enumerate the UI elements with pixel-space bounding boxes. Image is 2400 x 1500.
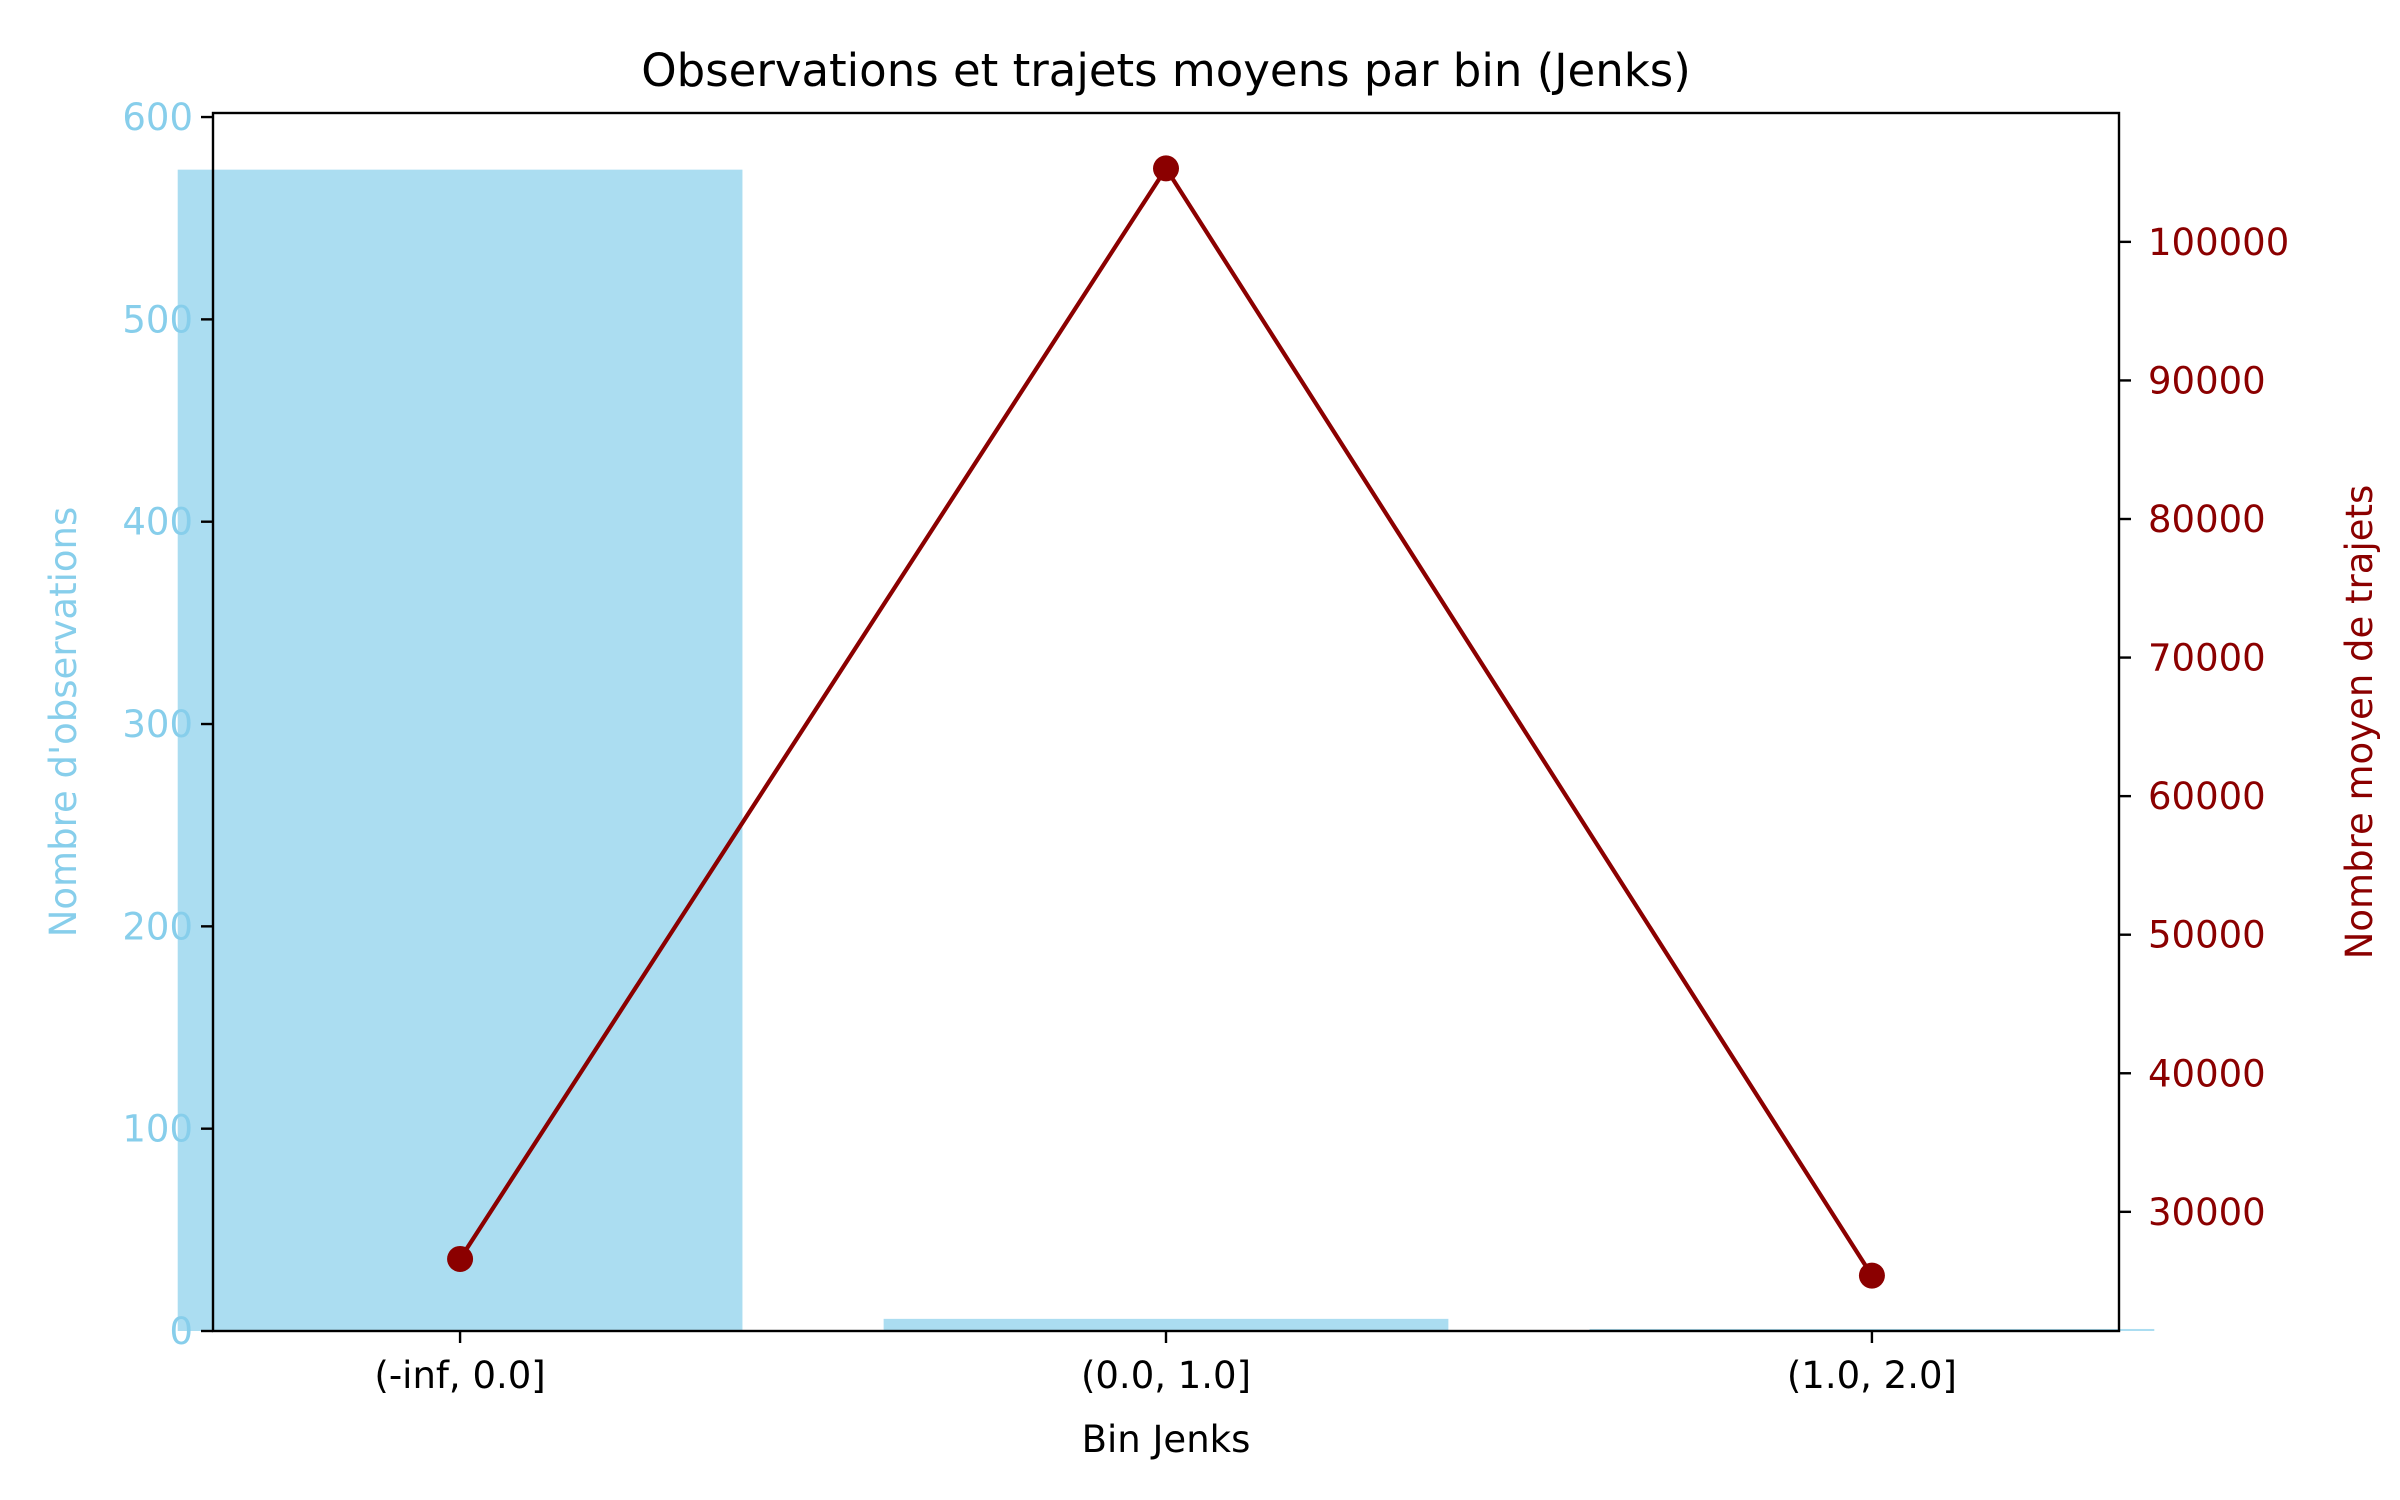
y-left-tick-label-0: 0 (169, 1310, 193, 1353)
line-point-1 (1153, 155, 1179, 182)
y-axis-right: 30000 40000 50000 60000 70000 80000 90000 10000… (2119, 221, 2289, 1234)
y-left-tick-label-5: 500 (122, 298, 193, 341)
line-point-0 (447, 1245, 474, 1272)
y-right-tick-label-4: 70000 (2148, 637, 2266, 680)
y-right-tick-label-1: 40000 (2148, 1052, 2266, 1095)
y-right-tick-label-5: 80000 (2148, 498, 2266, 541)
line-point-2 (1858, 1262, 1885, 1289)
y-left-tick-label-6: 600 (122, 96, 193, 139)
y-axis-right-label: Nombre moyen de trajets (2338, 485, 2381, 960)
y-left-tick-label-4: 400 (122, 501, 193, 544)
x-tick-label-2: (1.0, 2.0] (1787, 1354, 1957, 1397)
x-tick-label-0: (-inf, 0.0] (374, 1354, 545, 1397)
x-axis-label: Bin Jenks (1082, 1418, 1251, 1461)
chart-title: Observations et trajets moyens par bin (… (641, 44, 1691, 97)
y-left-tick-label-2: 200 (122, 905, 193, 948)
y-right-tick-label-6: 90000 (2148, 359, 2266, 402)
y-left-tick-label-1: 100 (122, 1108, 193, 1151)
bar-0 (177, 169, 743, 1332)
y-right-tick-label-2: 50000 (2148, 914, 2266, 957)
y-axis-left-label: Nombre d'observations (42, 507, 85, 938)
y-left-tick-label-3: 300 (122, 703, 193, 746)
line-layer (447, 155, 1885, 1289)
y-right-tick-label-7: 100000 (2148, 221, 2289, 264)
x-axis: (-inf, 0.0] (0.0, 1.0] (1.0, 2.0] (374, 1331, 1957, 1397)
x-tick-label-1: (0.0, 1.0] (1081, 1354, 1251, 1397)
bars-layer (177, 169, 2155, 1332)
y-axis-left: 0 100 200 300 400 500 600 (122, 96, 213, 1353)
y-right-tick-label-3: 60000 (2148, 775, 2266, 818)
bar-1 (883, 1318, 1449, 1331)
y-right-tick-label-0: 30000 (2148, 1191, 2266, 1234)
